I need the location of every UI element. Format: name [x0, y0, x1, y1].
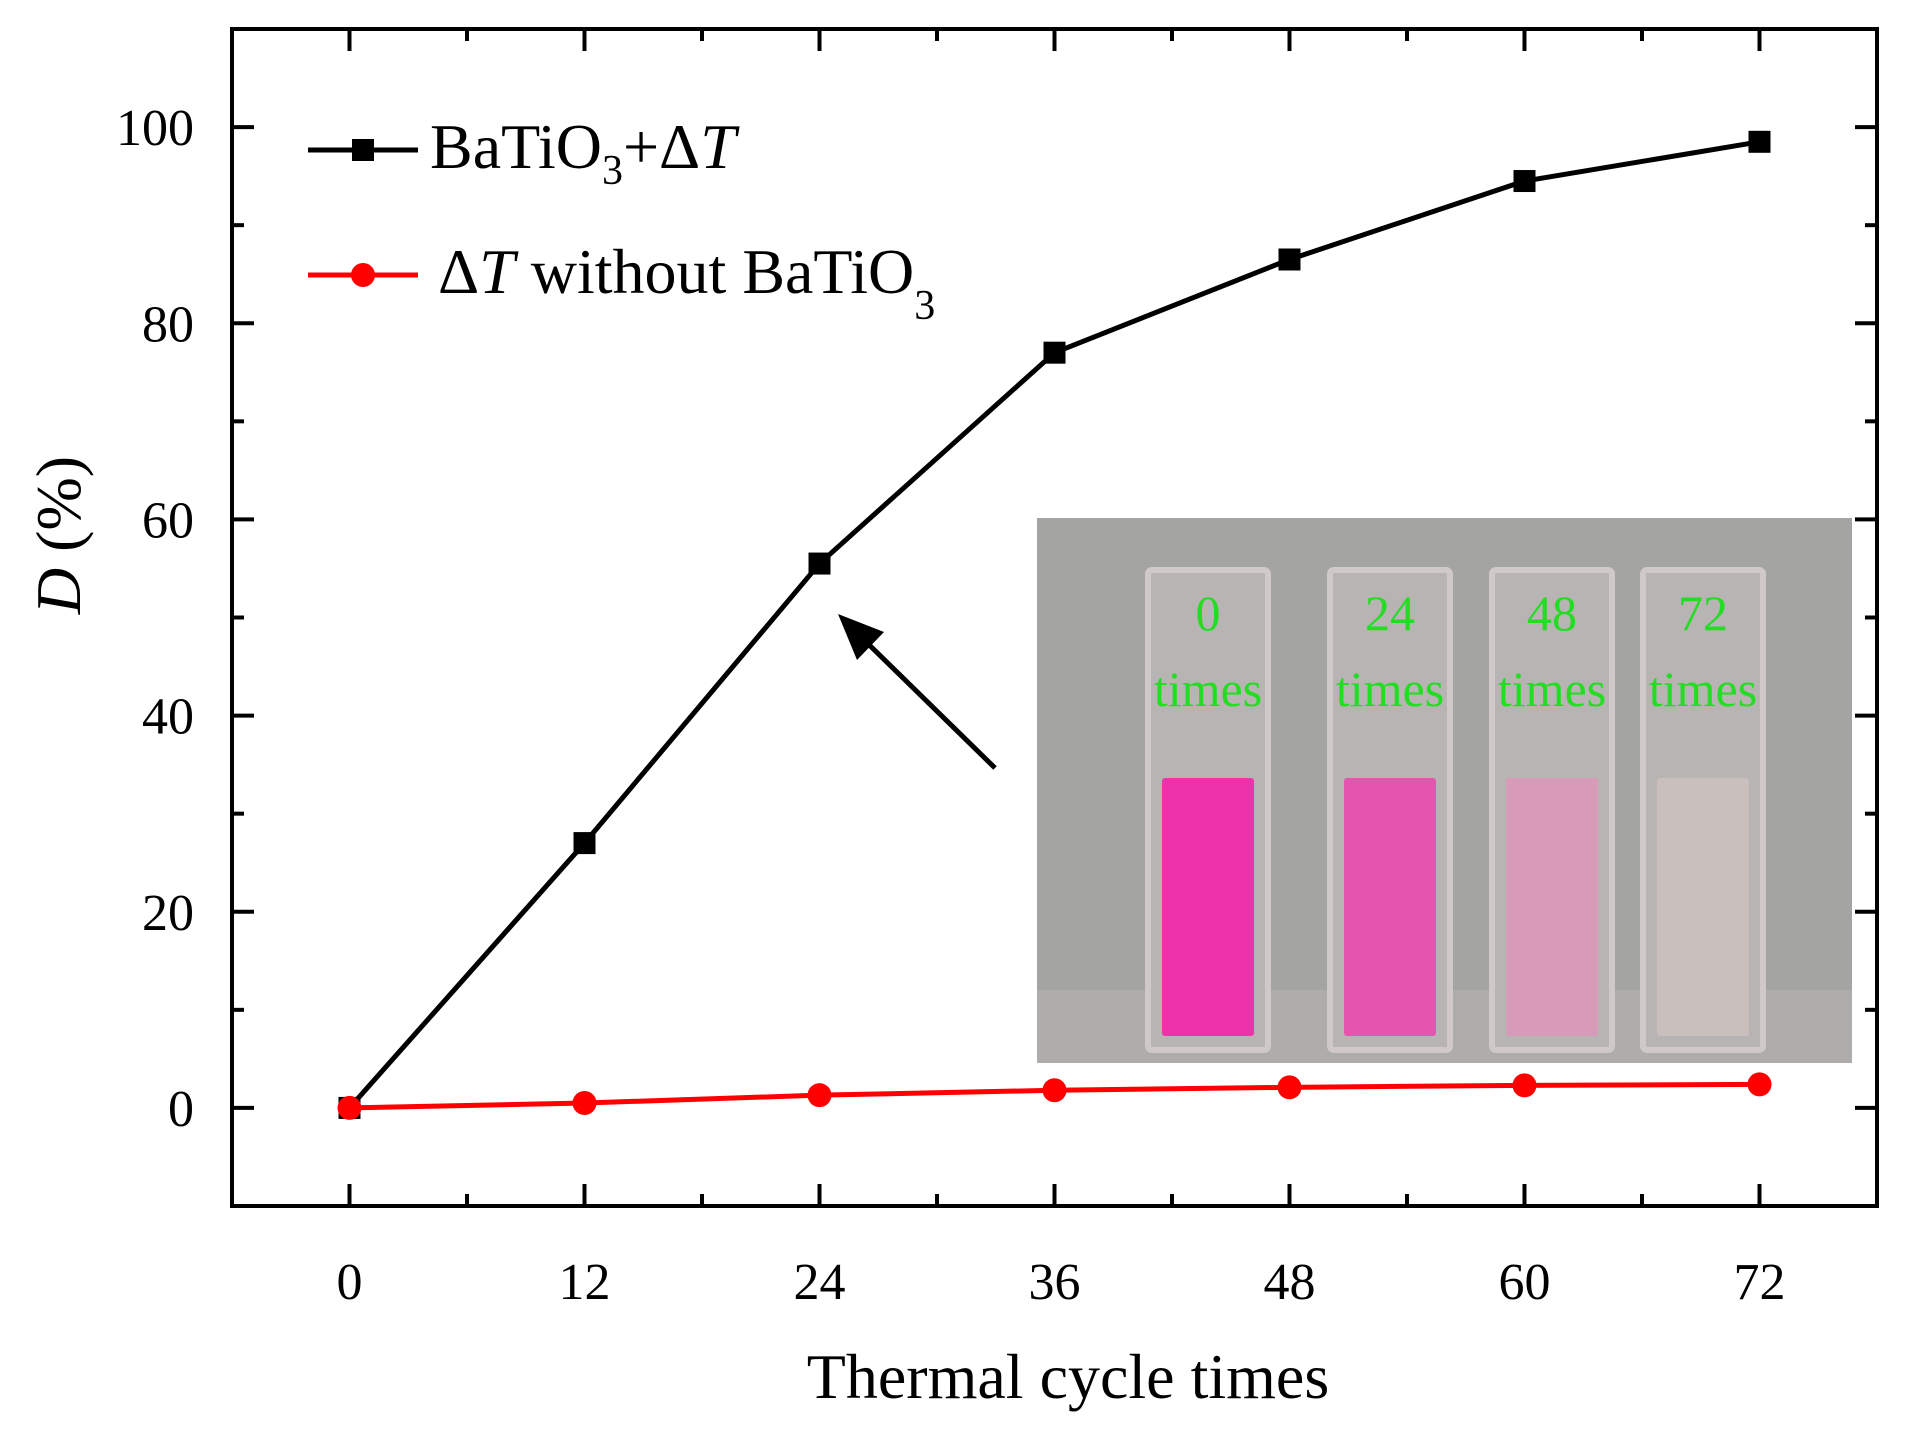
cuvette-liquid: [1657, 778, 1749, 1036]
annotation-arrow: [838, 614, 997, 770]
legend: BaTiO3+ΔT ΔT without BaTiO3: [308, 111, 935, 329]
y-tick-label: 80: [142, 296, 194, 353]
data-point: [1277, 1075, 1302, 1100]
data-point: [572, 1091, 597, 1116]
x-tick-label: 36: [1029, 1254, 1081, 1311]
inset-photo: 0 times 24 times 48 times 72 times: [1037, 518, 1852, 1063]
data-point: [1747, 1072, 1772, 1097]
cuvette-label-unit: times: [1154, 661, 1262, 717]
series-layer: [337, 130, 1772, 1120]
y-tick-label: 60: [142, 492, 194, 549]
legend-entry-no-batio3: ΔT without BaTiO3: [308, 236, 935, 329]
data-point: [808, 552, 831, 575]
data-point: [807, 1083, 832, 1108]
x-tick-label: 12: [559, 1254, 611, 1311]
cuvette: 0 times: [1145, 567, 1271, 1053]
cuvette-label-unit: times: [1649, 661, 1757, 717]
cuvette-label-number: 48: [1527, 585, 1577, 641]
y-tick-label: 20: [142, 885, 194, 942]
y-tick-label: 40: [142, 689, 194, 746]
cuvette-label-number: 72: [1678, 585, 1728, 641]
data-point: [1043, 341, 1066, 364]
cuvette: 72 times: [1640, 567, 1766, 1053]
cuvette-label-unit: times: [1498, 661, 1606, 717]
cuvette-liquid: [1344, 778, 1436, 1036]
data-point: [1042, 1078, 1067, 1103]
data-point: [337, 1095, 362, 1120]
data-point: [1513, 170, 1536, 193]
legend-entry-batio3: BaTiO3+ΔT: [308, 111, 740, 194]
y-tick-label: 0: [168, 1081, 194, 1138]
x-axis: 0 12 24 36 48 60 72: [337, 29, 1786, 1311]
cuvette-label-number: 0: [1196, 585, 1221, 641]
y-axis: 0 20 40 60 80 100: [116, 27, 1877, 1208]
legend-label-batio3: BaTiO3+ΔT: [430, 111, 740, 194]
cuvette-label-unit: times: [1336, 661, 1444, 717]
cuvette-liquid: [1162, 778, 1254, 1036]
data-point: [573, 832, 596, 855]
cuvette: 24 times: [1327, 567, 1453, 1053]
cuvette-label-number: 24: [1365, 585, 1415, 641]
y-axis-title: D (%): [23, 456, 94, 615]
cuvette-liquid: [1506, 778, 1598, 1036]
cuvette: 48 times: [1489, 567, 1615, 1053]
data-point: [1748, 130, 1771, 153]
x-tick-label: 24: [794, 1254, 846, 1311]
data-point: [1278, 248, 1301, 271]
x-tick-label: 60: [1499, 1254, 1551, 1311]
x-tick-label: 48: [1264, 1254, 1316, 1311]
x-tick-label: 0: [337, 1254, 363, 1311]
y-tick-label: 100: [116, 100, 194, 157]
legend-label-no-batio3: ΔT without BaTiO3: [438, 236, 935, 329]
data-point: [1512, 1073, 1537, 1098]
x-axis-title: Thermal cycle times: [807, 1341, 1329, 1412]
x-tick-label: 72: [1734, 1254, 1786, 1311]
